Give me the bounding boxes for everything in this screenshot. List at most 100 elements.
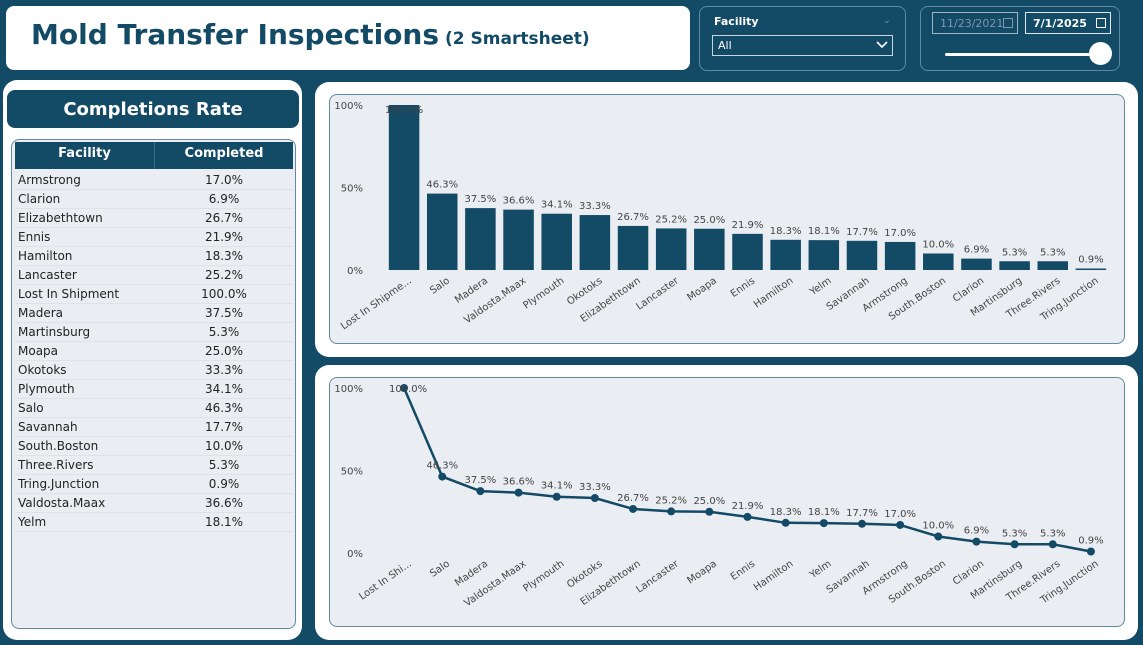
line-chart: 0% 50% 100% 100.0% 46.3% 37.5% 36.6% 34.1% 33.3%…: [334, 384, 1104, 609]
facility-cell: Clarion: [18, 192, 61, 206]
bar[interactable]: [923, 253, 954, 271]
data-label: 5.3%: [1002, 247, 1027, 258]
calendar-icon[interactable]: [1003, 18, 1013, 28]
x-tick-label: Plymouth: [521, 275, 566, 311]
table-row[interactable]: Lancaster 25.2%: [15, 266, 293, 285]
table-row[interactable]: Clarion 6.9%: [15, 190, 293, 209]
data-label: 18.3%: [770, 226, 802, 237]
data-point[interactable]: [781, 518, 790, 527]
bar[interactable]: [465, 208, 496, 270]
data-point[interactable]: [819, 519, 828, 528]
end-date-input[interactable]: 7/1/2025: [1025, 12, 1111, 34]
table-row[interactable]: South.Boston 10.0%: [15, 437, 293, 456]
x-tick-label: Yelm: [807, 275, 833, 298]
x-tick-label: Ennis: [729, 558, 757, 582]
bar[interactable]: [503, 209, 534, 270]
bar[interactable]: [541, 213, 572, 270]
data-point[interactable]: [1048, 540, 1057, 549]
page-title: Mold Transfer Inspections (2 Smartsheet): [31, 18, 590, 51]
completed-cell: 10.0%: [204, 439, 244, 453]
completed-cell: 5.3%: [208, 325, 240, 339]
x-tick-label: Moapa: [685, 558, 719, 586]
table-row[interactable]: Salo 46.3%: [15, 399, 293, 418]
data-point[interactable]: [705, 507, 714, 516]
line-chart-area: 0% 50% 100% 100.0% 46.3% 37.5% 36.6% 34.1% 33.3%…: [329, 377, 1125, 627]
data-point[interactable]: [857, 519, 866, 528]
table-row[interactable]: Okotoks 33.3%: [15, 361, 293, 380]
facility-cell: South.Boston: [18, 439, 99, 453]
data-point[interactable]: [514, 488, 523, 497]
data-point[interactable]: [438, 472, 447, 481]
completed-cell: 18.1%: [204, 515, 244, 529]
data-label: 0.9%: [1078, 255, 1103, 266]
table-row[interactable]: Lost In Shipment 100.0%: [15, 285, 293, 304]
data-label: 36.6%: [503, 196, 535, 207]
chevron-down-icon[interactable]: ⌄: [882, 15, 891, 26]
table-row[interactable]: Hamilton 18.3%: [15, 247, 293, 266]
table-row[interactable]: Valdosta.Maax 36.6%: [15, 494, 293, 513]
bar[interactable]: [846, 240, 878, 270]
x-tick-label: Salo: [428, 275, 452, 296]
bar[interactable]: [770, 239, 801, 270]
facility-dropdown[interactable]: All: [712, 35, 893, 56]
y-tick-label: 100%: [334, 384, 363, 395]
date-range-filter: 11/23/2021 7/1/2025: [920, 6, 1120, 71]
data-point[interactable]: [552, 492, 561, 501]
bar[interactable]: [961, 258, 992, 270]
completions-panel: Completions Rate Facility Completed Arms…: [3, 80, 302, 640]
data-point[interactable]: [629, 504, 638, 513]
facility-cell: Yelm: [18, 515, 47, 529]
bar[interactable]: [732, 233, 763, 270]
data-label: 17.7%: [846, 508, 878, 519]
bar[interactable]: [999, 261, 1030, 270]
data-label: 0.9%: [1078, 536, 1103, 547]
x-tick-label: Lost In Shipme...: [339, 275, 414, 332]
bar[interactable]: [579, 215, 611, 270]
table-row[interactable]: Three.Rivers 5.3%: [15, 456, 293, 475]
table-row[interactable]: Plymouth 34.1%: [15, 380, 293, 399]
facility-dropdown-value: All: [718, 39, 732, 52]
x-tick-label: Salo: [428, 558, 452, 579]
table-row[interactable]: Moapa 25.0%: [15, 342, 293, 361]
data-point[interactable]: [896, 520, 905, 529]
data-label: 6.9%: [964, 526, 989, 537]
bar[interactable]: [388, 105, 420, 270]
data-point[interactable]: [590, 494, 599, 503]
completed-cell: 0.9%: [208, 477, 240, 491]
calendar-icon[interactable]: [1096, 18, 1106, 28]
table-row[interactable]: Ennis 21.9%: [15, 228, 293, 247]
bar[interactable]: [426, 193, 458, 270]
table-row[interactable]: Savannah 17.7%: [15, 418, 293, 437]
table-row[interactable]: Elizabethtown 26.7%: [15, 209, 293, 228]
bar[interactable]: [1075, 268, 1107, 270]
data-point[interactable]: [667, 507, 676, 516]
table-row[interactable]: Tring.Junction 0.9%: [15, 475, 293, 494]
data-point[interactable]: [934, 532, 943, 541]
bar[interactable]: [1037, 261, 1069, 270]
bar[interactable]: [884, 241, 916, 270]
completed-cell: 37.5%: [204, 306, 244, 320]
data-label: 33.3%: [579, 482, 611, 493]
data-point[interactable]: [400, 384, 409, 392]
data-point[interactable]: [743, 512, 752, 521]
data-point[interactable]: [1086, 547, 1095, 556]
bar[interactable]: [617, 225, 649, 270]
data-point[interactable]: [972, 537, 981, 546]
table-row[interactable]: Martinsburg 5.3%: [15, 323, 293, 342]
bar[interactable]: [808, 240, 840, 270]
bar[interactable]: [694, 228, 725, 270]
completed-cell: 17.0%: [204, 173, 244, 187]
start-date-input[interactable]: 11/23/2021: [932, 12, 1018, 34]
y-tick-label: 0%: [347, 266, 363, 277]
date-slider-handle[interactable]: [1089, 42, 1112, 65]
data-point[interactable]: [476, 487, 485, 496]
column-header-facility[interactable]: Facility: [15, 142, 155, 169]
table-row[interactable]: Madera 37.5%: [15, 304, 293, 323]
date-slider-track[interactable]: [945, 53, 1101, 56]
table-row[interactable]: Armstrong 17.0%: [15, 171, 293, 190]
bar[interactable]: [655, 228, 687, 270]
table-row[interactable]: Yelm 18.1%: [15, 513, 293, 532]
facility-cell: Armstrong: [18, 173, 81, 187]
column-header-completed[interactable]: Completed: [184, 146, 264, 161]
data-point[interactable]: [1010, 540, 1019, 549]
